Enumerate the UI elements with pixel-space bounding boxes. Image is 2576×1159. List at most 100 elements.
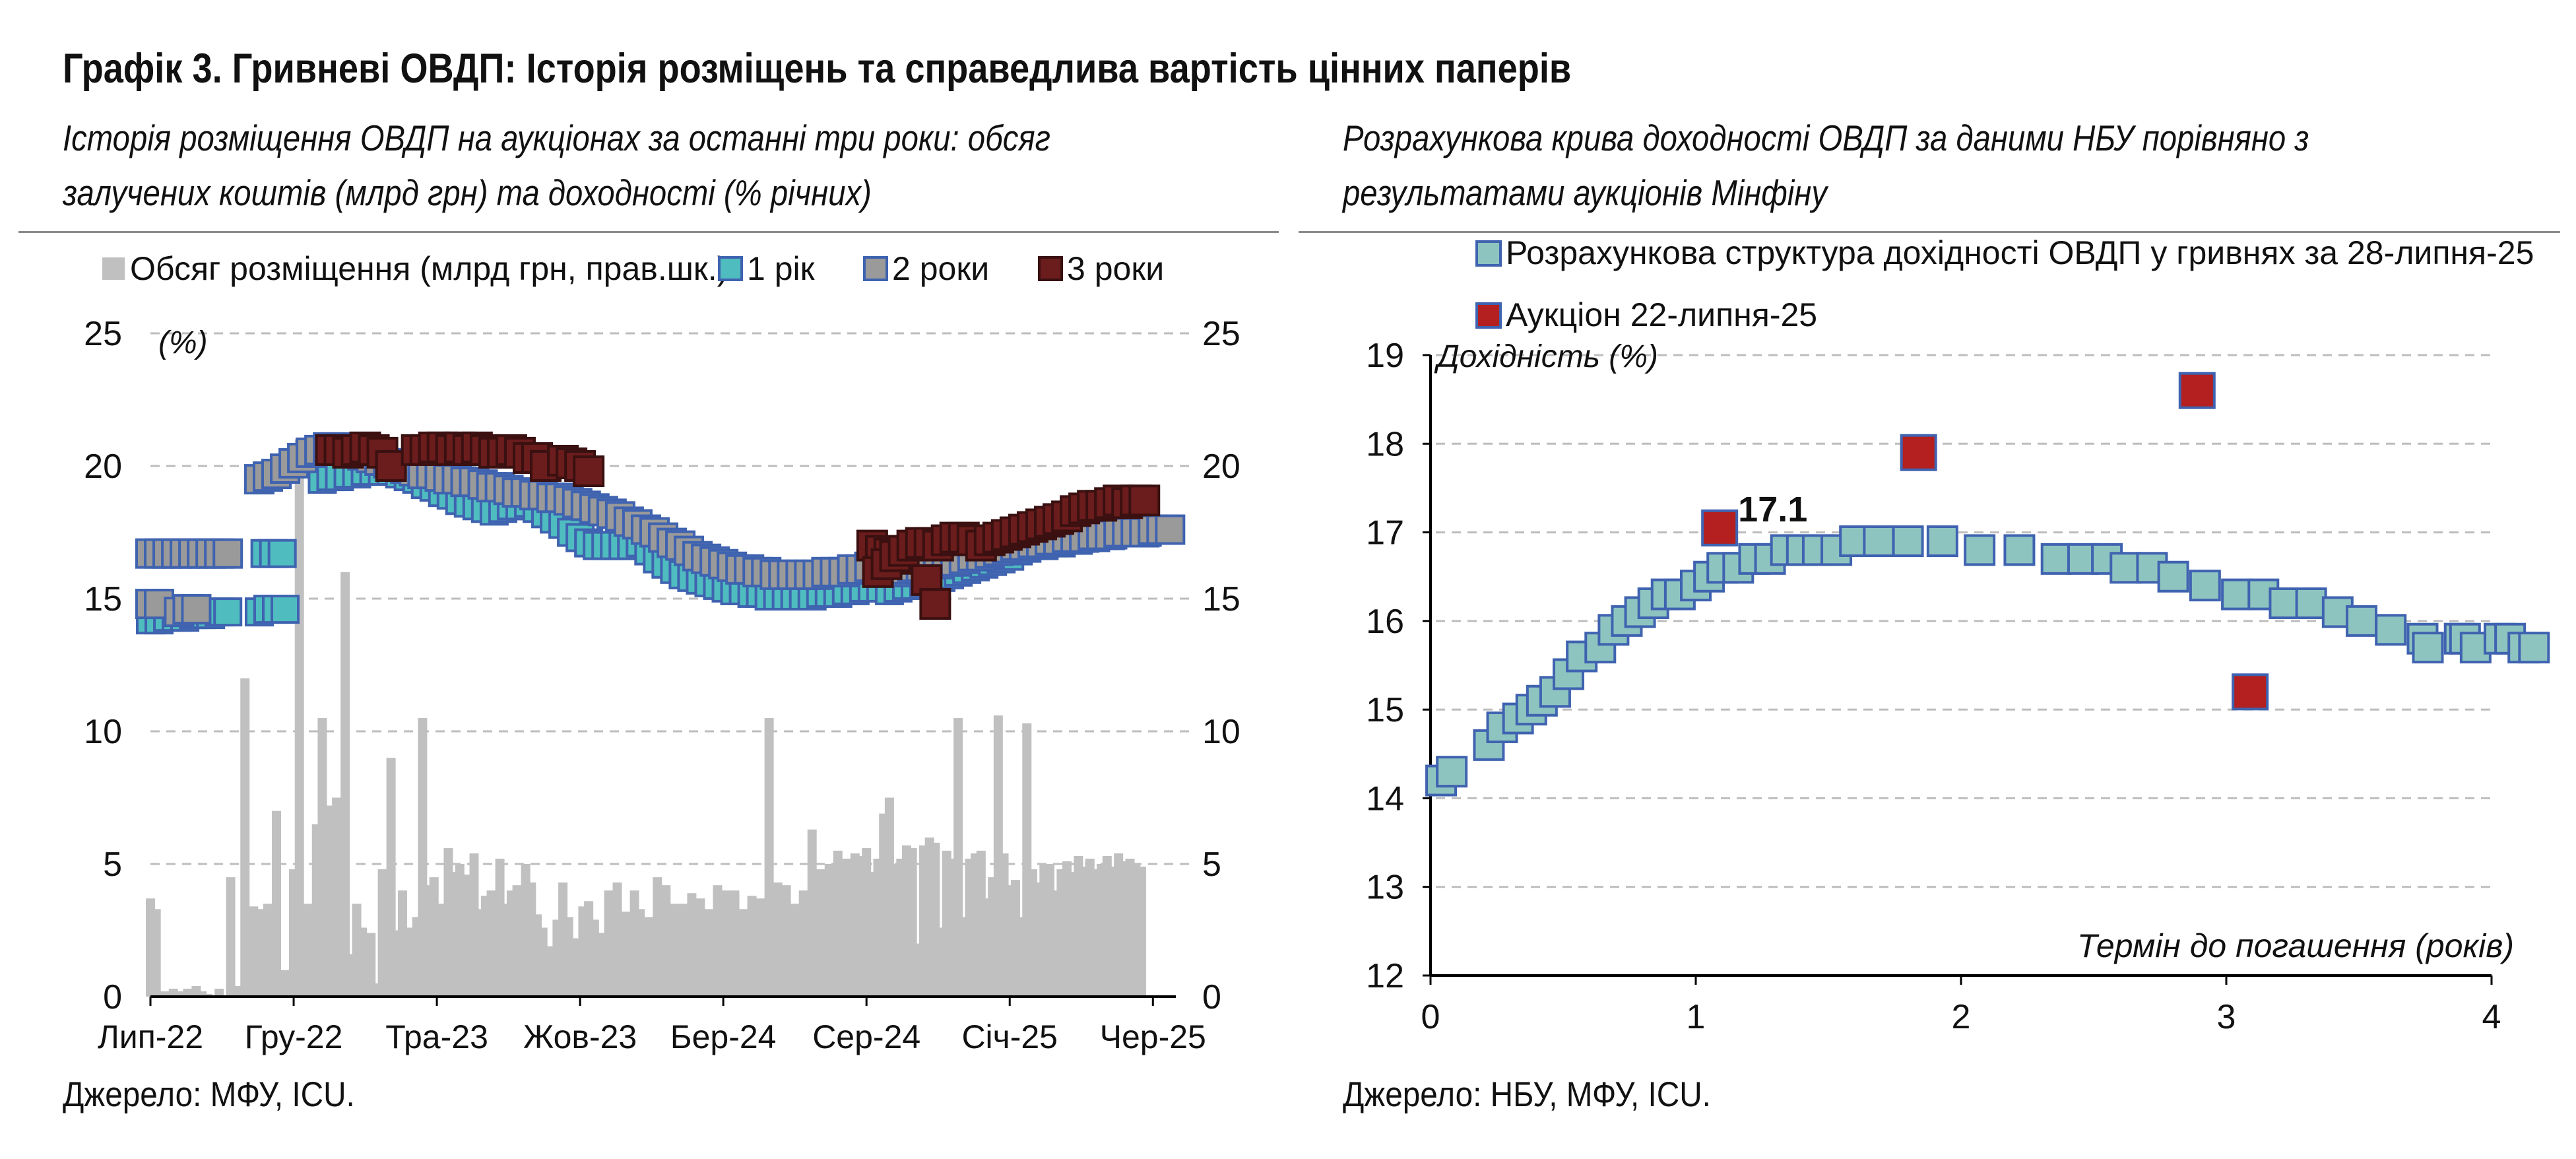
curve-marker — [2346, 605, 2378, 637]
volume-bar — [203, 993, 212, 997]
right-chart-subtitle: Розрахункова крива доходності ОВДП за да… — [1343, 117, 2309, 213]
volume-bar — [798, 890, 808, 997]
volume-bar — [294, 439, 304, 997]
curve-marker — [2412, 632, 2444, 664]
y-right-tick-label: 15 — [1202, 580, 1240, 618]
volume-bar — [340, 572, 350, 997]
volume-bar — [183, 988, 193, 997]
y-left-tick-label: 5 — [103, 845, 122, 884]
volume-bar — [687, 893, 697, 997]
y-left-tick-label: 10 — [84, 713, 122, 751]
curve-marker — [2295, 587, 2327, 619]
volume-bar — [461, 875, 470, 997]
x-tick-label: Січ-25 — [961, 1018, 1058, 1055]
x-tick-label: Гру-22 — [245, 1018, 343, 1055]
yield-marker-3 — [919, 588, 951, 620]
volume-bar — [764, 717, 774, 997]
curve-marker — [2269, 587, 2301, 619]
volume-bar — [773, 882, 783, 997]
volume-bar — [486, 890, 496, 997]
volume-bar — [317, 717, 327, 997]
legend-swatch — [102, 257, 125, 280]
volume-bar — [833, 850, 843, 997]
y-left-tick-label: 15 — [84, 580, 122, 618]
legend-swatch — [718, 256, 743, 281]
volume-bar — [781, 885, 791, 997]
legend-label: 1 рік — [747, 250, 816, 287]
right-divider — [1299, 231, 2560, 233]
x-tick-label: Лип-22 — [98, 1018, 203, 1055]
curve-marker — [1926, 525, 1958, 557]
y-tick-label: 16 — [1366, 603, 1404, 641]
right-source-note: Джерело: НБУ, МФУ, ICU. — [1343, 1075, 1711, 1114]
volume-bar — [644, 917, 654, 997]
y-unit-label: (%) — [158, 325, 208, 360]
yield-marker-1 — [271, 595, 300, 624]
volume-bar — [240, 678, 250, 997]
page-title: Графік 3. Гривневі ОВДП: Історія розміще… — [63, 46, 1572, 92]
legend-label: 2 роки — [892, 250, 989, 287]
y-tick-label: 19 — [1366, 337, 1404, 375]
volume-bar — [226, 877, 236, 997]
volume-bar — [249, 906, 259, 997]
volume-bar — [174, 991, 184, 997]
volume-bar — [403, 927, 413, 997]
curve-marker — [1964, 534, 1996, 566]
x-tick-label: 1 — [1687, 998, 1706, 1036]
curve-marker — [2003, 534, 2036, 566]
volume-bar — [704, 909, 714, 997]
auction-history-chart: Лип-22 Гру-22 Тра-23 Жов-23 Бер-24 Сер-24 Січ-… — [84, 250, 1240, 1055]
y-tick-label: 13 — [1366, 869, 1404, 907]
volume-bar — [653, 877, 662, 997]
y-axis-label: Дохідність (%) — [1434, 339, 1658, 374]
y-left-tick-label: 0 — [103, 978, 122, 1016]
y-left-tick-label: 20 — [84, 447, 122, 486]
volume-bar — [841, 858, 851, 997]
legend-swatch — [1475, 240, 1502, 267]
curve-marker — [2040, 543, 2073, 575]
curve-marker — [1539, 676, 1571, 708]
x-tick-label: 4 — [2482, 998, 2501, 1036]
curve-marker — [1892, 525, 1924, 557]
volume-bar — [604, 890, 614, 997]
y-right-tick-label: 5 — [1202, 845, 1221, 884]
y-right-tick-label: 10 — [1202, 713, 1240, 751]
volume-bar — [512, 885, 522, 997]
volume-bar — [377, 869, 387, 997]
yield-marker-3 — [375, 450, 407, 482]
volume-bar — [695, 898, 705, 997]
volume-bar — [429, 877, 439, 997]
y-tick-label: 12 — [1366, 957, 1404, 995]
volume-bar — [738, 909, 748, 997]
volume-bar — [713, 885, 723, 997]
yield-marker-3 — [1128, 484, 1161, 517]
y-right-tick-label: 25 — [1202, 315, 1240, 353]
volume-bar — [280, 970, 290, 997]
volume-bar — [271, 811, 281, 997]
auction-marker — [2178, 372, 2216, 409]
y-tick-label: 15 — [1366, 691, 1404, 729]
y-tick-label: 17 — [1366, 514, 1404, 552]
x-tick-label: Сер-24 — [812, 1018, 920, 1055]
x-tick-label: Чер-25 — [1100, 1018, 1206, 1055]
volume-bar — [612, 882, 622, 997]
legend-label: Обсяг розміщення (млрд грн, прав.шк.) — [130, 250, 728, 287]
yield-marker-3 — [573, 455, 605, 488]
volume-bar — [721, 890, 731, 997]
curve-marker — [2221, 578, 2253, 611]
volume-bar — [263, 904, 273, 997]
curve-marker — [2157, 560, 2189, 593]
y-right-tick-label: 20 — [1202, 447, 1240, 486]
volume-bar — [730, 890, 740, 997]
x-tick-label: 2 — [1952, 998, 1971, 1036]
yield-marker-2 — [212, 538, 243, 569]
yield-marker-1 — [267, 539, 297, 568]
curve-marker — [2109, 552, 2142, 584]
curve-marker — [2518, 632, 2550, 664]
volume-bar — [538, 927, 548, 997]
y-tick-label: 14 — [1366, 779, 1404, 818]
left-divider — [18, 231, 1279, 233]
curve-marker — [1436, 756, 1468, 788]
volume-bar — [635, 909, 645, 997]
legend-label: Аукціон 22-липня-25 — [1506, 296, 1817, 333]
